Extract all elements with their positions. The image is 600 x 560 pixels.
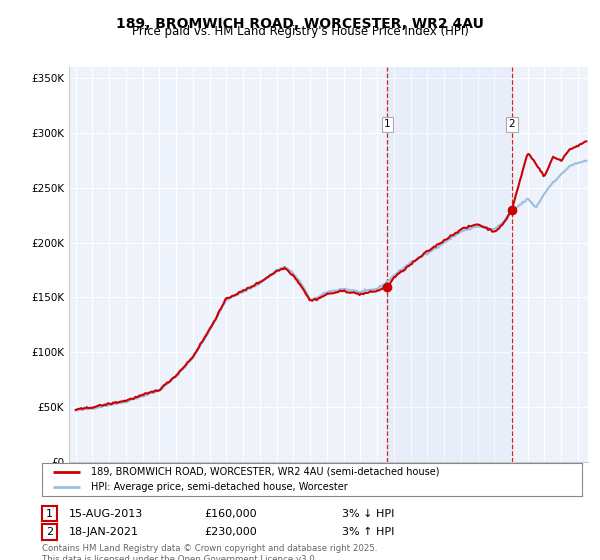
Bar xyxy=(388,67,512,462)
Text: 15-AUG-2013: 15-AUG-2013 xyxy=(69,508,143,519)
Text: 18-JAN-2021: 18-JAN-2021 xyxy=(69,527,139,537)
Text: 3% ↑ HPI: 3% ↑ HPI xyxy=(342,527,394,537)
Text: 3% ↓ HPI: 3% ↓ HPI xyxy=(342,508,394,519)
Text: Contains HM Land Registry data © Crown copyright and database right 2025.
This d: Contains HM Land Registry data © Crown c… xyxy=(42,544,377,560)
Text: 2: 2 xyxy=(46,527,53,537)
Text: 1: 1 xyxy=(46,508,53,519)
Text: 189, BROMWICH ROAD, WORCESTER, WR2 4AU: 189, BROMWICH ROAD, WORCESTER, WR2 4AU xyxy=(116,17,484,31)
Text: £230,000: £230,000 xyxy=(204,527,257,537)
Text: 1: 1 xyxy=(384,119,391,129)
Text: 189, BROMWICH ROAD, WORCESTER, WR2 4AU (semi-detached house): 189, BROMWICH ROAD, WORCESTER, WR2 4AU (… xyxy=(91,467,439,477)
Text: HPI: Average price, semi-detached house, Worcester: HPI: Average price, semi-detached house,… xyxy=(91,482,347,492)
Text: Price paid vs. HM Land Registry's House Price Index (HPI): Price paid vs. HM Land Registry's House … xyxy=(131,25,469,38)
Text: £160,000: £160,000 xyxy=(204,508,257,519)
Text: 2: 2 xyxy=(509,119,515,129)
